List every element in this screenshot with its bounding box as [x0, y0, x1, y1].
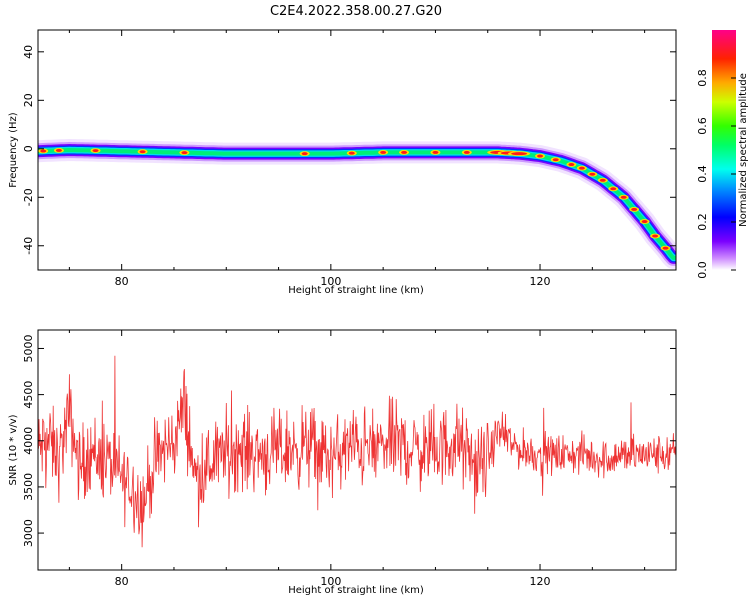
- colorbar-tick-label: 0.6: [696, 117, 709, 135]
- snr-y-tick-label: 3500: [22, 473, 35, 501]
- track-peak: [599, 178, 606, 182]
- track-peak: [463, 150, 470, 154]
- track-peak: [92, 149, 99, 153]
- track-peak: [348, 151, 355, 155]
- spectrogram-y-tick-label: -20: [22, 188, 35, 206]
- colorbar-ticks: 0.0 0.2 0.4 0.6 0.8: [696, 69, 736, 279]
- colorbar-tick-label: 0.4: [696, 165, 709, 183]
- track-peak: [380, 150, 387, 154]
- track-peak: [181, 151, 188, 155]
- snr-y-tick-label: 4500: [22, 381, 35, 409]
- spectrogram-y-tick-label: 20: [22, 93, 35, 107]
- snr-y-tick-label: 4000: [22, 427, 35, 455]
- snr-series-line: [38, 355, 676, 548]
- colorbar-tick-label: 0.0: [696, 261, 709, 279]
- track-peak: [537, 154, 544, 158]
- spectrogram-x-tick-label: 120: [530, 275, 551, 288]
- spectrogram-x-label: Height of straight line (km): [288, 285, 424, 296]
- track-peak: [552, 158, 559, 162]
- colorbar-gradient: [712, 30, 736, 270]
- spectrogram-panel: 80 100 120 -40 -20 0 20 40 Height of straight l…: [8, 29, 677, 296]
- snr-y-tick-label: 3000: [22, 519, 35, 547]
- spectrogram-y-tick-label: 40: [22, 45, 35, 59]
- track-peak: [401, 150, 408, 154]
- spectrogram-x-tick-label: 100: [320, 275, 341, 288]
- colorbar: 0.0 0.2 0.4 0.6 0.8 Normalized spectral ampl…: [696, 30, 749, 279]
- snr-x-tick-label: 120: [530, 575, 551, 588]
- track-peak: [55, 148, 62, 152]
- spectrogram-axes: 80 100 120 -40 -20 0 20 40: [22, 30, 676, 288]
- track-peak: [432, 150, 439, 154]
- track-peak: [40, 149, 47, 153]
- snr-axes: 80 100 120 3000 3500 4000 4500 5000: [22, 330, 676, 588]
- track-peak: [662, 246, 669, 250]
- track-peak: [589, 172, 596, 176]
- spectrogram-y-tick-label: 0: [22, 145, 35, 152]
- snr-y-tick-label: 5000: [22, 334, 35, 362]
- colorbar-tick-label: 0.8: [696, 69, 709, 87]
- track-peak: [652, 234, 659, 238]
- track-peak: [620, 195, 627, 199]
- snr-plot-area: [38, 355, 676, 548]
- spectrogram-y-label: Frequency (Hz): [8, 112, 19, 188]
- spectrogram-plot-area: [38, 139, 676, 269]
- track-peak: [568, 163, 575, 167]
- figure-title: C2E4.2022.358.00.27.G20: [270, 4, 442, 19]
- track-peak: [139, 150, 146, 154]
- snr-x-tick-label: 80: [115, 575, 129, 588]
- snr-x-label: Height of straight line (km): [288, 585, 424, 596]
- track-peak: [578, 166, 585, 170]
- snr-panel: 80 100 120 3000 3500 4000 4500 5000 Height of s…: [8, 329, 677, 596]
- spectrogram-frame: [37, 29, 677, 271]
- snr-x-tick-label: 100: [320, 575, 341, 588]
- spectrogram-y-tick-label: -40: [22, 237, 35, 255]
- snr-y-label: SNR (10 * v/v): [8, 414, 19, 485]
- track-peak: [301, 152, 308, 156]
- track-peak: [631, 207, 638, 211]
- colorbar-tick-label: 0.2: [696, 213, 709, 231]
- colorbar-label: Normalized spectral amplitude: [738, 73, 749, 227]
- track-peak: [511, 152, 528, 156]
- track-peak: [610, 187, 617, 191]
- track-peak: [641, 220, 648, 224]
- spectrogram-x-tick-label: 80: [115, 275, 129, 288]
- snr-frame: [37, 329, 677, 571]
